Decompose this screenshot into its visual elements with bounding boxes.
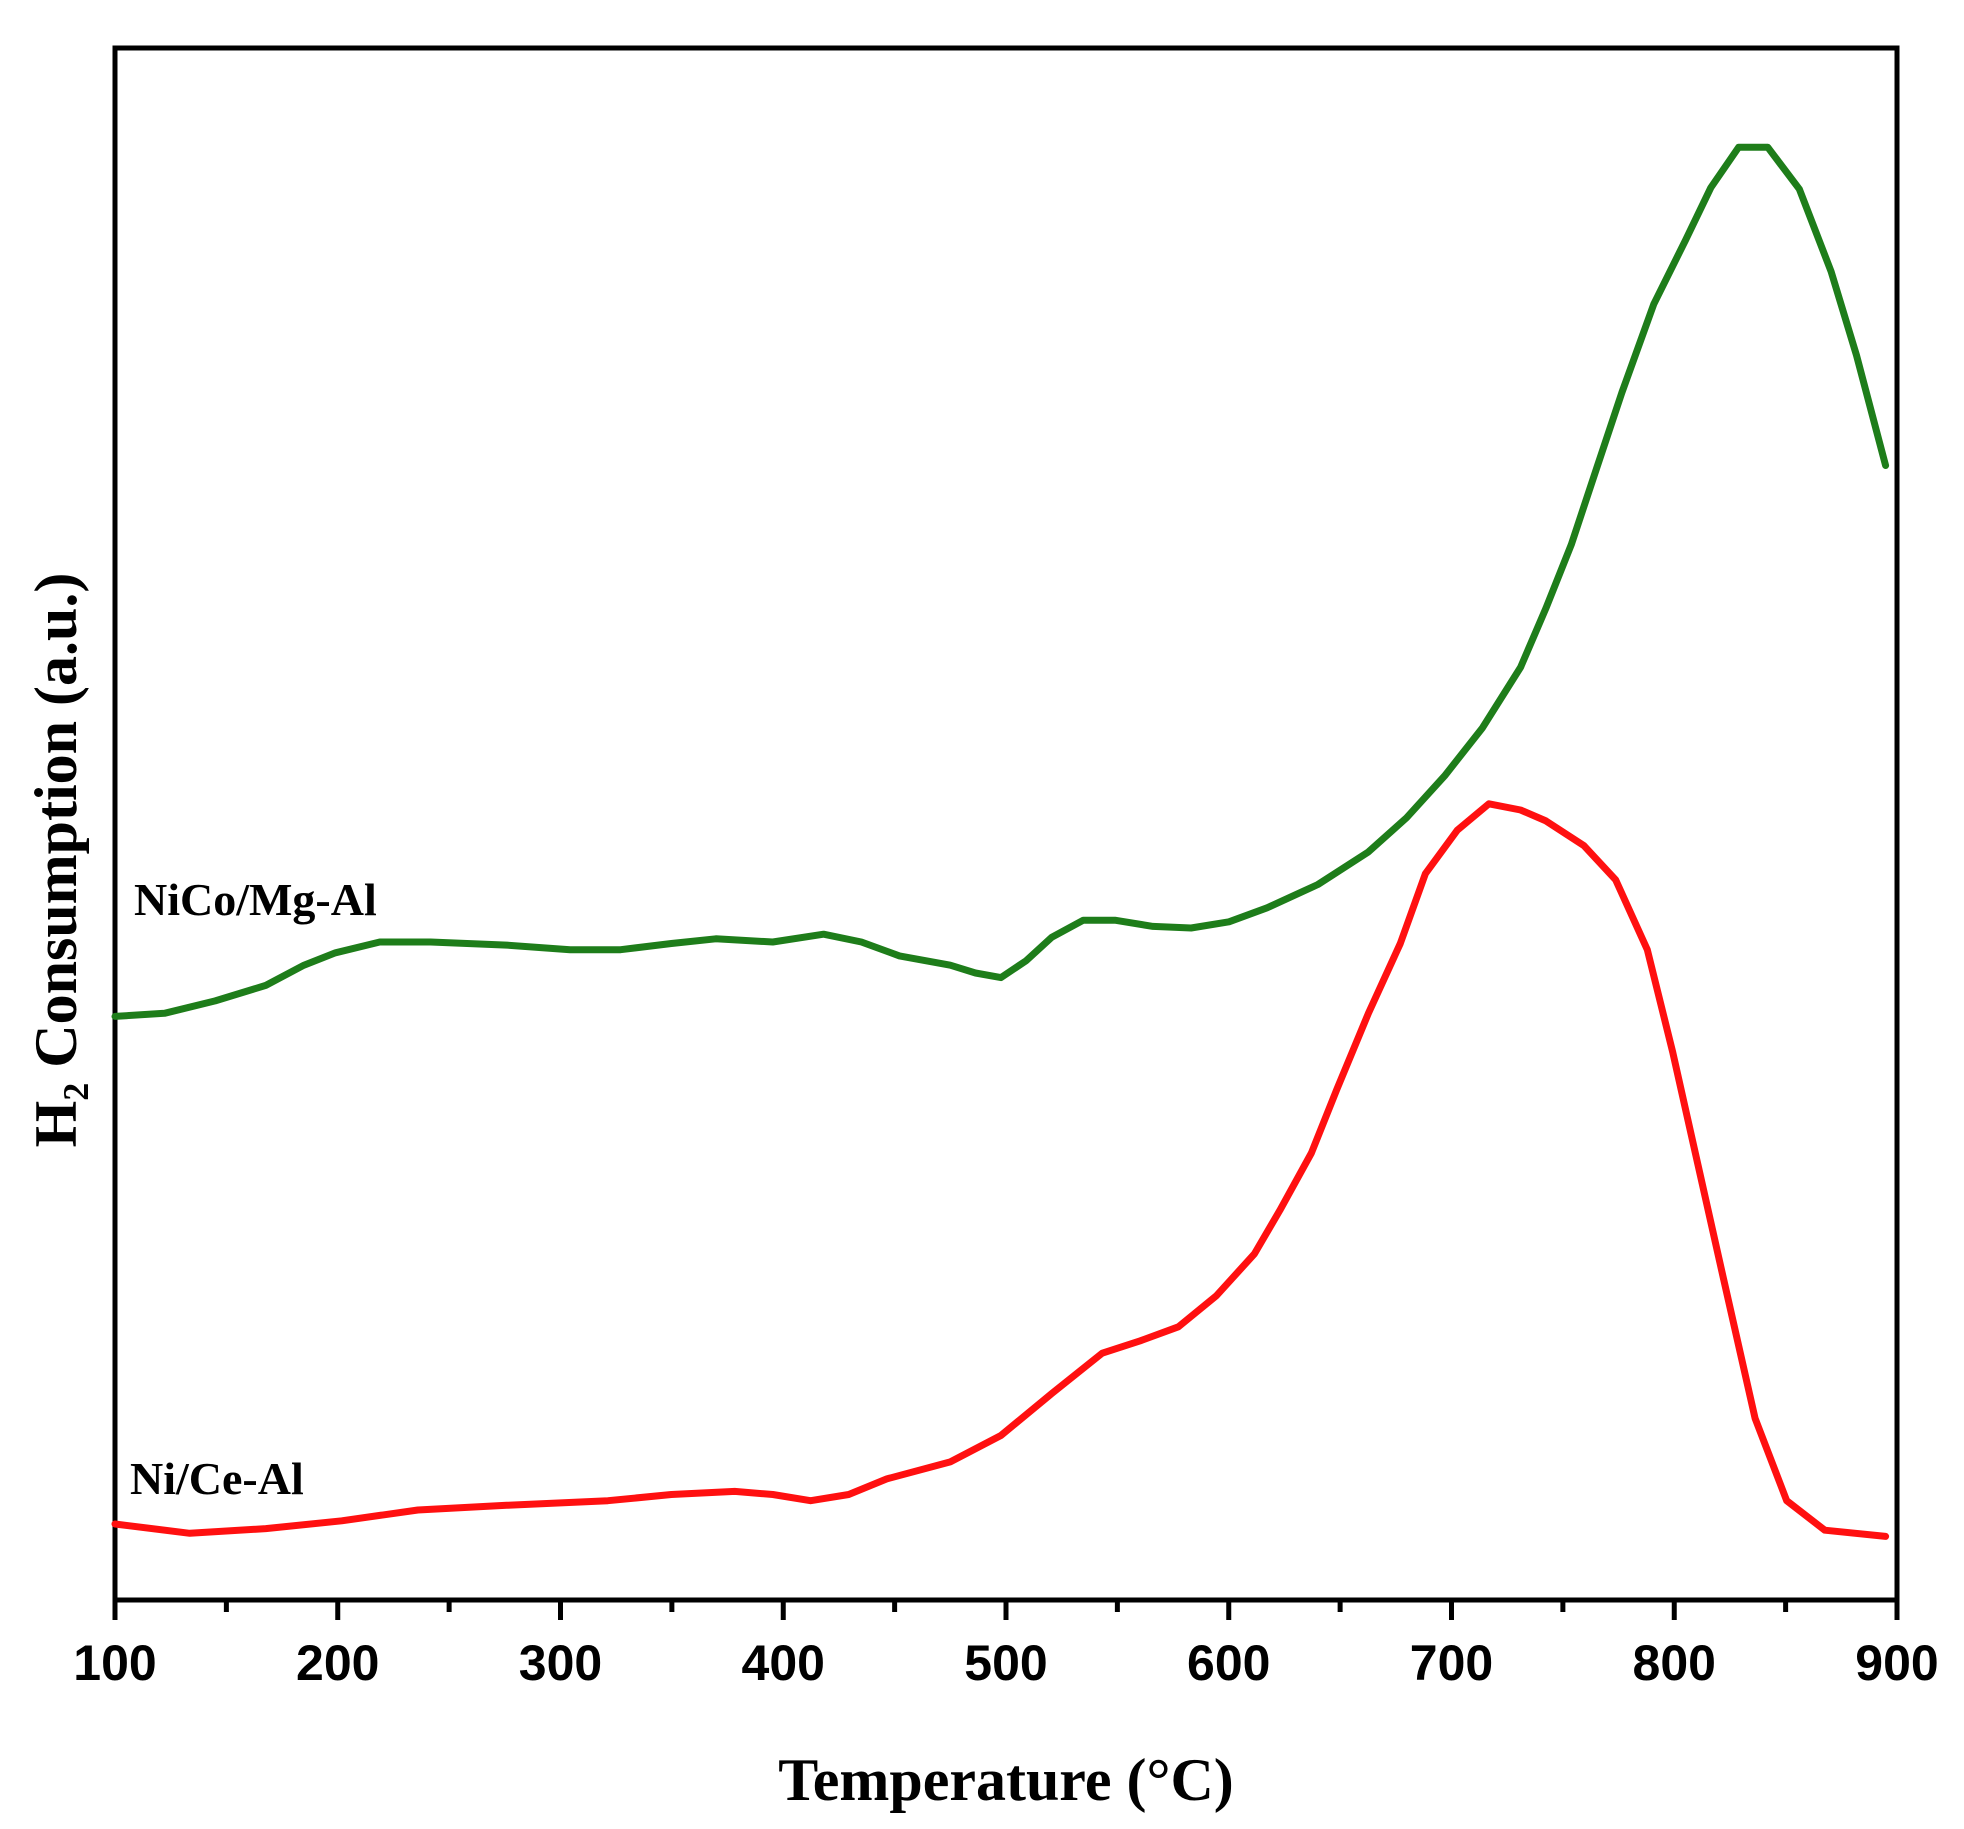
x-tick-label: 100 — [73, 1635, 156, 1691]
x-tick-label: 700 — [1410, 1635, 1493, 1691]
y-axis-label: H₂ Consumption (a.u.) — [23, 573, 89, 1148]
plot-frame — [112, 45, 1900, 1603]
x-tick-label: 800 — [1633, 1635, 1716, 1691]
data-line — [111, 143, 1890, 1020]
x-tick-label: 400 — [742, 1635, 825, 1691]
x-tick-label: 500 — [964, 1635, 1047, 1691]
x-tick-label: 600 — [1187, 1635, 1270, 1691]
annotation: NiCo/Mg-Al — [134, 874, 377, 925]
x-axis-label: Temperature (°C) — [778, 1747, 1234, 1813]
x-tick-label: 300 — [519, 1635, 602, 1691]
x-tick-label: 900 — [1855, 1635, 1938, 1691]
x-tick-label: 200 — [296, 1635, 379, 1691]
data-line — [111, 800, 1890, 1540]
annotation: Ni/Ce-Al — [130, 1453, 304, 1504]
